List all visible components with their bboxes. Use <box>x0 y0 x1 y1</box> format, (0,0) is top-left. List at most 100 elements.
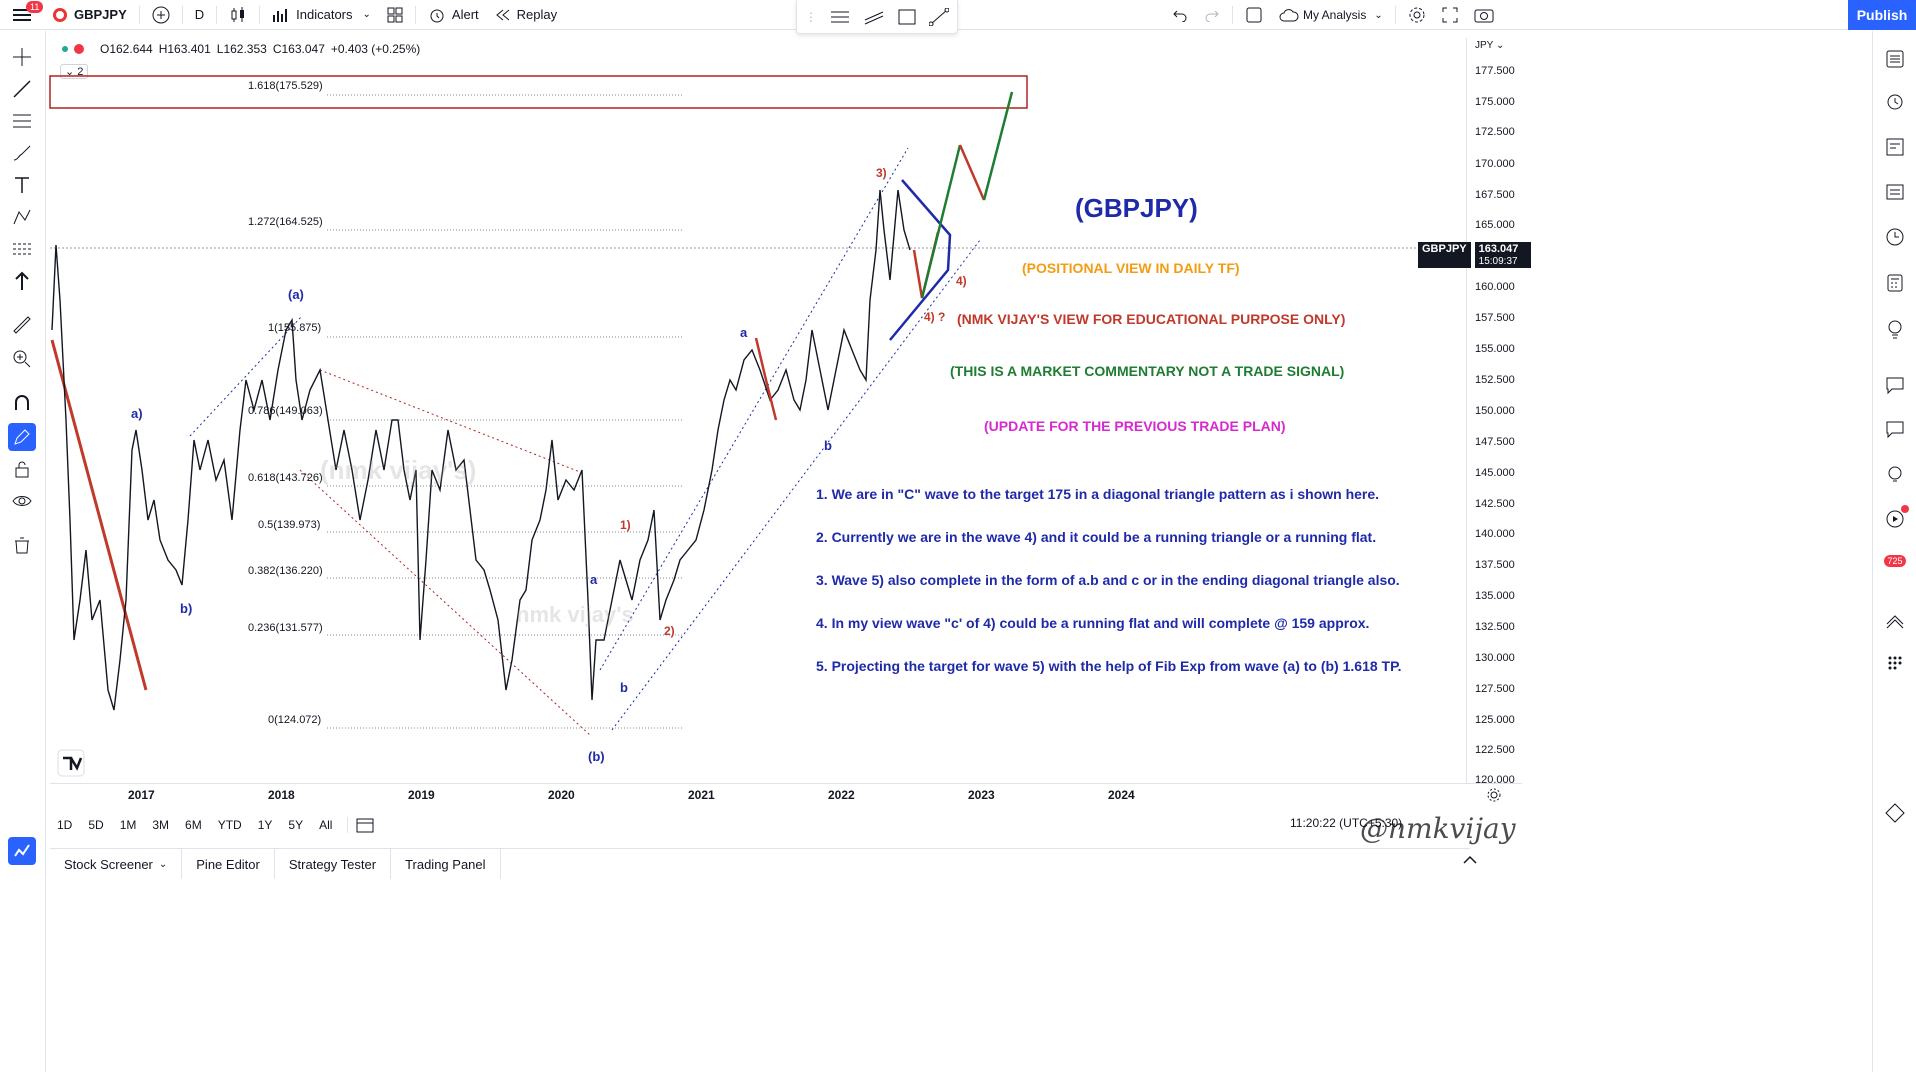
notifications-button[interactable] <box>1881 505 1909 533</box>
range-1m[interactable]: 1M <box>119 818 137 832</box>
rectangle-icon[interactable] <box>897 8 917 26</box>
currency-label[interactable]: JPY ⌄ <box>1475 40 1505 51</box>
alerts-panel-button[interactable] <box>1881 87 1909 115</box>
dom-button[interactable]: 725 <box>1881 547 1909 575</box>
redo-button[interactable] <box>1196 0 1228 30</box>
price-tick: 165.000 <box>1475 219 1515 231</box>
remove-tool[interactable] <box>8 531 36 559</box>
wave-label-big-b: (b) <box>588 749 605 764</box>
fullscreen-icon <box>1442 7 1458 23</box>
calendar-button[interactable] <box>1881 223 1909 251</box>
chevron-down-icon[interactable]: ⌄ <box>362 9 371 20</box>
community-tool[interactable] <box>8 837 36 865</box>
range-all[interactable]: All <box>319 818 333 832</box>
interval-button[interactable]: D <box>194 7 205 22</box>
ideas-button[interactable] <box>1881 315 1909 343</box>
measure-tool[interactable] <box>8 311 36 339</box>
price-axis[interactable]: JPY ⌄ 177.500 175.000 172.500 170.000 16… <box>1466 38 1522 786</box>
streams-button[interactable] <box>1881 371 1909 399</box>
square-icon <box>1246 7 1262 23</box>
zoom-tool[interactable] <box>8 345 36 373</box>
layouts-button[interactable] <box>379 0 411 30</box>
layout-toggle-button[interactable] <box>1237 0 1271 30</box>
axis-settings-gear-icon[interactable] <box>1486 787 1502 803</box>
range-5d[interactable]: 5D <box>88 818 104 832</box>
lock-tool[interactable] <box>8 455 36 483</box>
fullscreen-button[interactable] <box>1434 0 1466 30</box>
trend-line-tool[interactable] <box>8 75 36 103</box>
goto-date-calendar-icon[interactable] <box>356 817 374 833</box>
time-tick: 2023 <box>968 788 995 802</box>
range-5y[interactable]: 5Y <box>288 818 304 832</box>
indicators-button[interactable]: Indicators ⌄ <box>264 0 379 30</box>
data-window-button[interactable] <box>1881 133 1909 161</box>
chart-legend: O162.644 H163.401 L162.353 C163.047 +0.4… <box>62 42 420 56</box>
hotlists-button[interactable] <box>1881 177 1909 205</box>
object-tree-button[interactable] <box>1881 649 1909 677</box>
replay-button[interactable]: Replay <box>487 0 565 30</box>
target-zone-box <box>49 75 1028 109</box>
legend-close: C163.047 <box>272 42 325 56</box>
plus-circle-icon <box>152 6 170 23</box>
wave-label-big-a: (a) <box>288 287 304 302</box>
wave-label-2: 2) <box>664 624 675 638</box>
range-6m[interactable]: 6M <box>185 818 202 832</box>
time-axis[interactable]: 2017 2018 2019 2020 2021 2022 2023 2024 <box>50 783 1522 805</box>
chevron-down-icon[interactable]: ⌄ <box>1374 9 1383 21</box>
range-ytd[interactable]: YTD <box>217 818 242 832</box>
main-menu-button[interactable]: 11 <box>0 0 44 30</box>
tab-strategy-tester[interactable]: Strategy Tester <box>275 849 392 879</box>
date-range-bar: 1D 5D 1M 3M 6M YTD 1Y 5Y All <box>50 812 374 838</box>
settings-button[interactable] <box>1400 0 1434 30</box>
collapse-panel-button[interactable] <box>1462 852 1478 870</box>
drag-handle-icon[interactable]: ⋮ <box>805 9 817 24</box>
fib-tool[interactable] <box>8 107 36 135</box>
red-wave-segment <box>754 337 778 421</box>
chats-button[interactable] <box>1881 415 1909 443</box>
crosshair-tool[interactable] <box>8 43 36 71</box>
time-tick: 2020 <box>548 788 575 802</box>
price-tick: 170.000 <box>1475 158 1515 170</box>
screenshot-button[interactable] <box>1466 0 1502 30</box>
alarm-clock-icon <box>430 9 444 22</box>
range-1y[interactable]: 1Y <box>257 818 273 832</box>
channel-icon[interactable] <box>863 8 885 26</box>
alert-button[interactable]: Alert <box>420 0 487 30</box>
tab-pine-editor[interactable]: Pine Editor <box>182 849 275 879</box>
arrow-tool[interactable] <box>8 267 36 295</box>
brush-tool[interactable] <box>8 139 36 167</box>
list-icon <box>1886 50 1904 68</box>
price-tick: 135.000 <box>1475 590 1515 602</box>
order-panel-button[interactable] <box>1881 607 1909 635</box>
parallel-lines-icon[interactable] <box>829 8 851 26</box>
redo-icon <box>1205 10 1219 22</box>
tab-trading-panel[interactable]: Trading Panel <box>391 849 501 879</box>
chart-type-button[interactable] <box>221 0 255 30</box>
text-tool[interactable] <box>8 171 36 199</box>
undo-button[interactable] <box>1164 0 1196 30</box>
symbol-name: GBPJPY <box>74 7 127 22</box>
tips-button[interactable] <box>1881 461 1909 489</box>
trend-line-icon[interactable] <box>929 7 949 26</box>
symbol-search-button[interactable]: GBPJPY <box>44 0 135 30</box>
prediction-tool[interactable] <box>8 235 36 263</box>
timezone-clock[interactable]: 11:20:22 (UTC+5:30) <box>1290 816 1403 830</box>
tab-stock-screener[interactable]: Stock Screener ⌄ <box>50 849 183 879</box>
range-1d[interactable]: 1D <box>57 818 73 832</box>
watchlist-button[interactable] <box>1881 45 1909 73</box>
price-chart[interactable] <box>0 0 1466 784</box>
magnet-tool[interactable] <box>8 389 36 417</box>
trend-line-icon <box>13 80 31 98</box>
pattern-tool[interactable] <box>8 203 36 231</box>
help-button[interactable] <box>1881 799 1909 827</box>
document-icon <box>1886 138 1904 156</box>
compare-button[interactable] <box>144 0 178 30</box>
stay-drawing-tool[interactable] <box>8 423 36 451</box>
layout-save-button[interactable]: My Analysis ⌄ <box>1271 0 1391 30</box>
hide-tool[interactable] <box>8 487 36 515</box>
calculator-button[interactable] <box>1881 269 1909 297</box>
publish-button[interactable]: Publish <box>1848 0 1916 30</box>
current-price-tag: GBPJPY 163.047 15:09:37 <box>1418 242 1531 268</box>
range-3m[interactable]: 3M <box>152 818 170 832</box>
author-signature: @nmkvijay <box>1360 812 1516 845</box>
